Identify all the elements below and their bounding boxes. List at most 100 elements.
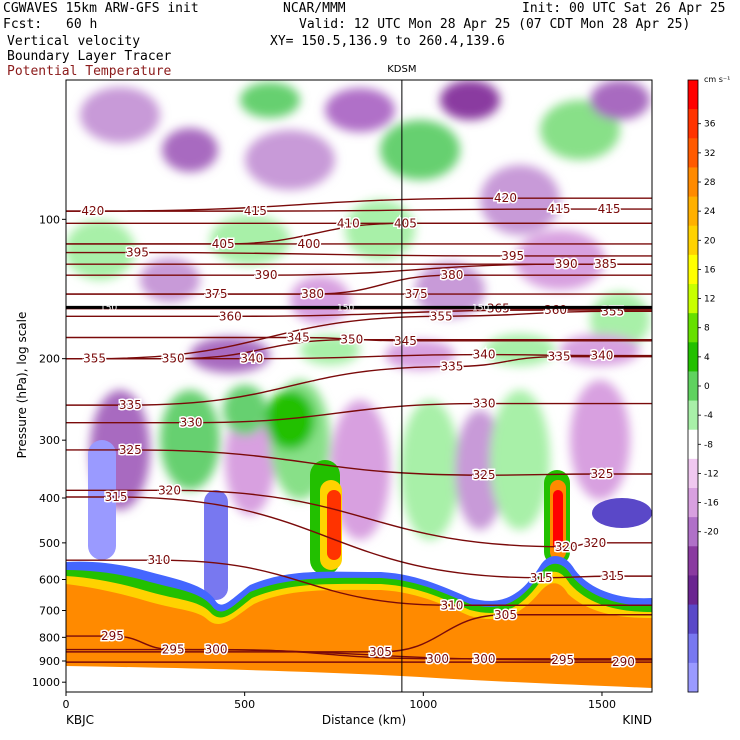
org-label: NCAR/MMM: [283, 1, 346, 16]
tracer-label-left: 150: [100, 303, 117, 313]
theta-contour: [66, 614, 652, 653]
colorbar-swatch: [688, 313, 698, 343]
colorbar-swatch: [688, 575, 698, 606]
theta-label: 415: [548, 202, 571, 216]
colorbar-level-label: 12: [704, 295, 715, 305]
colorbar-swatch: [688, 225, 698, 256]
theta-label: 340: [473, 348, 496, 362]
colorbar-swatch: [688, 167, 698, 198]
theta-label: 320: [158, 483, 181, 497]
forecast-label: Fcst:: [3, 17, 43, 32]
theta-label: 410: [337, 216, 360, 230]
colorbar-swatch: [688, 458, 698, 489]
colorbar-swatch: [688, 138, 698, 168]
x-tick-label: 1500: [588, 698, 616, 711]
colorbar-level-label: 28: [704, 178, 716, 188]
theta-label: 405: [394, 216, 417, 230]
colorbar-swatch: [688, 633, 698, 664]
theta-label: 380: [301, 287, 324, 301]
colorbar-swatch: [688, 429, 698, 460]
theta-label: 310: [440, 598, 463, 612]
colorbar-unit: cm s⁻¹: [704, 75, 730, 84]
theta-label: 310: [147, 553, 170, 567]
theta-label: 390: [555, 257, 578, 271]
theta-contour: [66, 402, 652, 424]
theta-label: 395: [126, 246, 149, 260]
theta-label: 405: [212, 237, 235, 251]
colorbar-swatch: [688, 662, 698, 693]
colorbar-level-label: 16: [704, 265, 716, 275]
theta-label: 300: [473, 652, 496, 666]
theta-label: 390: [255, 268, 278, 282]
colorbar-level-label: 0: [704, 382, 710, 392]
colorbar-swatch: [688, 517, 698, 547]
theta-contour: [66, 274, 652, 295]
theta-label: 345: [394, 334, 417, 348]
theta-label: 315: [105, 490, 128, 504]
colorbar: 36 32 28 24 20 16 12 8 4 0 -4 -8 -12 -16 -20: [687, 79, 719, 693]
theta-label: 355: [430, 309, 453, 323]
theta-label: 335: [119, 398, 142, 412]
colorbar-level-label: -12: [704, 469, 719, 479]
theta-contour: [66, 197, 652, 212]
colorbar-level-label: -8: [704, 440, 713, 450]
y-tick-label: 200: [39, 353, 60, 366]
colorbar-level-label: -16: [704, 499, 719, 509]
theta-label: 400: [298, 237, 321, 251]
y-tick-label: 600: [39, 574, 60, 587]
theta-label: 315: [530, 571, 553, 585]
stable-layer-white: [66, 666, 652, 692]
boundary-layer-orange: [66, 583, 652, 692]
colorbar-swatch: [688, 342, 698, 372]
xy-endpoints: XY= 150.5,136.9 to 260.4,139.6: [270, 34, 505, 49]
field-vertical-velocity: Vertical velocity: [7, 34, 141, 49]
y-tick-label: 900: [39, 655, 60, 668]
pressure-axis: 100 200 300 400 500 600 700 800 900 1000: [32, 213, 66, 689]
y-tick-label: 400: [39, 492, 60, 505]
right-station-label: KIND: [622, 713, 652, 727]
theta-label: 420: [81, 204, 104, 218]
theta-label: 295: [101, 629, 124, 643]
theta-label: 325: [473, 468, 496, 482]
colorbar-swatch: [688, 284, 698, 314]
x-tick-label: 1000: [409, 698, 437, 711]
y-tick-label: 800: [39, 631, 60, 644]
colorbar-swatch: [688, 80, 698, 110]
theta-label: 305: [369, 645, 392, 659]
theta-label: 325: [591, 467, 614, 481]
potential-temperature-labels: 420 415 410 405 420 415 415 395 405 400 390 380 395 3…: [80, 190, 637, 671]
colorbar-swatch: [688, 400, 698, 431]
theta-label: 355: [83, 352, 106, 366]
theta-contour: [66, 496, 652, 579]
theta-contour: [66, 449, 652, 476]
theta-contour: [66, 489, 652, 548]
theta-label: 335: [548, 350, 571, 364]
forecast-hour: 60 h: [66, 17, 98, 32]
theta-label: 300: [426, 652, 449, 666]
y-tick-label: 100: [39, 213, 60, 226]
potential-temperature-contours: [66, 197, 652, 663]
model-title: CGWAVES 15km ARW-GFS init: [3, 1, 199, 16]
theta-label: 415: [598, 202, 621, 216]
colorbar-swatch: [688, 488, 698, 518]
theta-label: 295: [162, 643, 185, 657]
y-tick-label: 700: [39, 604, 60, 617]
theta-contour: [66, 339, 652, 360]
theta-label: 320: [555, 540, 578, 554]
y-tick-label: 1000: [32, 676, 60, 689]
x-tick-label: 500: [234, 698, 255, 711]
theta-label: 315: [601, 569, 624, 583]
theta-label: 340: [591, 349, 614, 363]
theta-contour: [66, 559, 652, 606]
theta-label: 335: [440, 360, 463, 374]
plot-frame: [65, 79, 653, 693]
colorbar-level-label: -20: [704, 528, 719, 538]
theta-label: 290: [612, 655, 635, 669]
theta-label: 300: [205, 643, 228, 657]
theta-contour: [66, 355, 652, 406]
field-boundary-layer-tracer: Boundary Layer Tracer: [7, 49, 172, 64]
distance-axis: 0 500 1000 1500: [63, 692, 616, 711]
theta-label: 340: [240, 352, 263, 366]
theta-label: 325: [119, 443, 142, 457]
theta-label: 375: [205, 287, 228, 301]
